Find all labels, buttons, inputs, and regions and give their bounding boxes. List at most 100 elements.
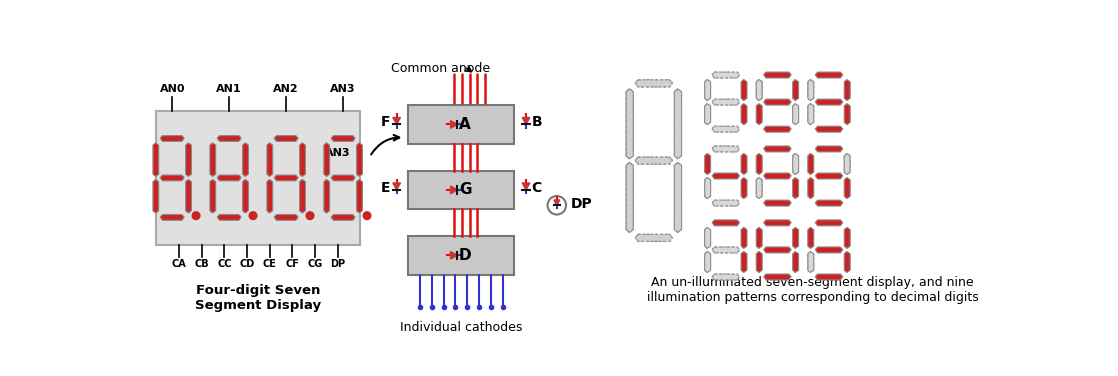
Polygon shape [815,247,843,253]
Polygon shape [712,72,740,78]
Circle shape [192,212,200,220]
Polygon shape [793,103,798,125]
Polygon shape [160,215,184,220]
Polygon shape [522,183,530,190]
Polygon shape [331,136,356,141]
Polygon shape [756,227,762,249]
Polygon shape [741,252,747,273]
Polygon shape [764,274,792,280]
Polygon shape [635,80,673,87]
Polygon shape [844,79,850,101]
Polygon shape [844,153,850,174]
Polygon shape [704,227,711,249]
Polygon shape [267,179,273,213]
Polygon shape [274,215,299,220]
Polygon shape [815,146,843,152]
Polygon shape [844,103,850,125]
Polygon shape [756,79,762,101]
Polygon shape [153,143,159,176]
Polygon shape [741,103,747,125]
Polygon shape [844,227,850,249]
Polygon shape [764,173,792,179]
Polygon shape [815,200,843,206]
Bar [408,236,514,274]
Text: DP: DP [570,197,593,211]
Polygon shape [844,252,850,273]
Polygon shape [764,220,792,226]
Polygon shape [217,136,241,141]
Polygon shape [267,143,273,176]
Text: Common anode: Common anode [391,62,490,75]
Text: CE: CE [263,259,276,269]
Polygon shape [756,153,762,174]
Text: CC: CC [217,259,231,269]
Text: A: A [459,117,471,132]
Polygon shape [451,121,457,128]
Polygon shape [160,136,184,141]
Text: B: B [531,115,542,129]
Text: CF: CF [285,259,300,269]
Polygon shape [274,136,299,141]
Polygon shape [392,117,400,124]
Polygon shape [793,79,798,101]
Polygon shape [712,146,740,152]
Polygon shape [626,89,633,159]
Polygon shape [844,177,850,199]
Polygon shape [815,126,843,132]
Text: AN1: AN1 [217,83,241,94]
Polygon shape [815,99,843,105]
Polygon shape [210,143,216,176]
Bar [157,111,360,245]
Circle shape [249,212,257,220]
Polygon shape [704,79,711,101]
Polygon shape [764,200,792,206]
Bar [408,105,514,144]
Polygon shape [815,220,843,226]
Text: CD: CD [239,259,255,269]
Polygon shape [712,220,740,226]
Polygon shape [808,153,814,174]
Polygon shape [793,227,798,249]
Polygon shape [712,173,740,179]
Polygon shape [451,186,457,194]
Text: CA: CA [172,259,187,269]
Polygon shape [153,179,159,213]
Text: AN2: AN2 [273,83,299,94]
Polygon shape [808,177,814,199]
Polygon shape [808,79,814,101]
Polygon shape [217,215,241,220]
Polygon shape [764,72,792,78]
Polygon shape [815,72,843,78]
Circle shape [306,212,314,220]
Polygon shape [764,126,792,132]
Polygon shape [704,103,711,125]
Circle shape [363,212,371,220]
Polygon shape [357,143,362,176]
Polygon shape [704,153,711,174]
Text: Individual cathodes: Individual cathodes [400,321,522,334]
Polygon shape [300,179,305,213]
Polygon shape [808,103,814,125]
Polygon shape [712,200,740,206]
Polygon shape [815,274,843,280]
Polygon shape [217,175,241,181]
Text: G: G [458,182,472,197]
Polygon shape [741,177,747,199]
Polygon shape [793,252,798,273]
Text: AN0: AN0 [160,83,184,94]
Polygon shape [186,179,191,213]
Polygon shape [160,175,184,181]
Polygon shape [392,183,400,190]
Polygon shape [331,215,356,220]
Polygon shape [300,143,305,176]
Polygon shape [626,162,633,232]
Polygon shape [756,103,762,125]
Polygon shape [808,252,814,273]
Polygon shape [635,234,673,241]
Polygon shape [793,153,798,174]
Polygon shape [704,177,711,199]
Polygon shape [808,227,814,249]
Polygon shape [553,200,560,205]
Polygon shape [331,175,356,181]
Polygon shape [324,179,330,213]
